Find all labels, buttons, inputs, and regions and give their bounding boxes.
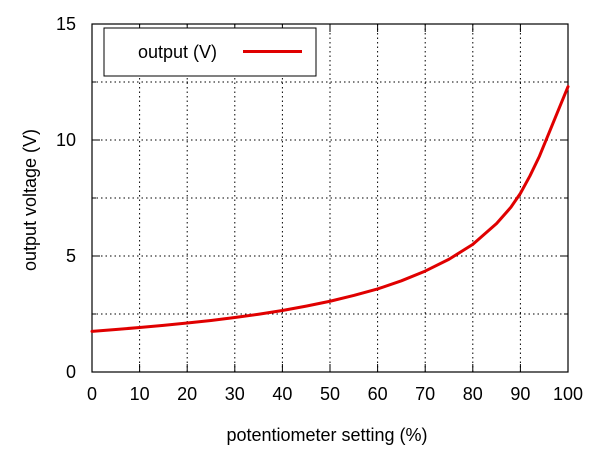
x-tick-label: 20 [177,384,197,404]
x-tick-label: 10 [130,384,150,404]
x-tick-label: 80 [463,384,483,404]
y-axis-label: output voltage (V) [20,129,40,271]
x-tick-label: 90 [510,384,530,404]
x-tick-label: 0 [87,384,97,404]
y-tick-label: 5 [66,246,76,266]
legend: output (V) [103,27,317,77]
x-tick-label: 60 [368,384,388,404]
y-tick-label: 15 [56,14,76,34]
x-axis-label: potentiometer setting (%) [226,425,427,445]
series [90,85,570,333]
x-tick-label: 40 [272,384,292,404]
x-tick-label: 70 [415,384,435,404]
gridlines [92,24,568,372]
y-tick-label: 10 [56,130,76,150]
x-tick-label: 50 [320,384,340,404]
y-tick-label: 0 [66,362,76,382]
series-line [90,85,570,333]
x-tick-label: 30 [225,384,245,404]
axes: 0 10 20 30 40 50 60 70 80 90 100 0 5 10 15 [56,14,583,404]
legend-series-label: output (V) [138,42,217,62]
x-tick-label: 100 [553,384,583,404]
plot-frame [91,23,569,373]
